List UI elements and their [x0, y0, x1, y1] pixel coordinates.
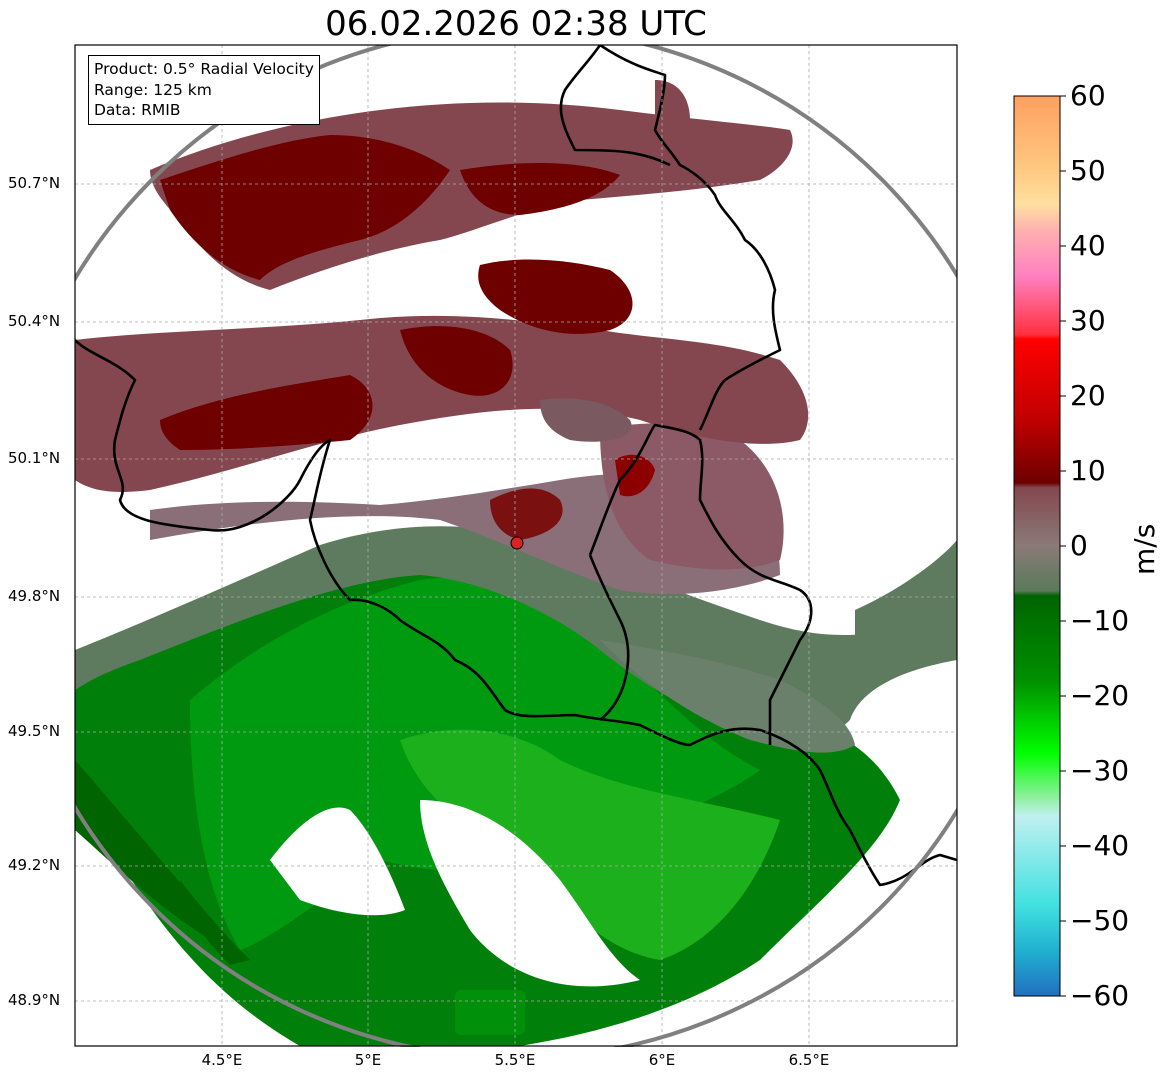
lat-tick-label: 50.4°N	[8, 312, 61, 330]
colorbar-tick-label: −10	[1070, 604, 1130, 637]
lon-tick-label: 4.5°E	[201, 1051, 243, 1069]
colorbar	[1013, 95, 1061, 997]
product-label: Product: 0.5° Radial Velocity	[94, 60, 314, 78]
map-title: 06.02.2026 02:38 UTC	[325, 4, 707, 44]
graticule	[75, 45, 957, 1046]
colorbar-tick-label: 30	[1070, 304, 1106, 337]
colorbar-tick-label: −50	[1070, 904, 1130, 937]
map-frame	[74, 44, 958, 1047]
lat-tick-label: 48.9°N	[8, 991, 61, 1009]
colorbar-tick-label: 0	[1070, 529, 1088, 562]
lon-tick-label: 6.5°E	[788, 1051, 830, 1069]
colorbar-tick-label: −40	[1070, 829, 1130, 862]
colorbar-tick-label: 20	[1070, 379, 1106, 412]
colorbar-tick-label: 60	[1070, 79, 1106, 112]
colorbar-tick-label: −60	[1070, 979, 1130, 1012]
colorbar-unit-label: m/s	[1128, 523, 1161, 575]
data-source-label: Data: RMIB	[94, 101, 181, 119]
range-label: Range: 125 km	[94, 80, 212, 99]
colorbar-tick-label: 10	[1070, 454, 1106, 487]
colorbar-ticks	[1060, 95, 1066, 997]
colorbar-tick-label: 40	[1070, 229, 1106, 262]
lat-tick-label: 50.1°N	[8, 449, 61, 467]
lon-tick-label: 6°E	[648, 1051, 676, 1069]
lat-tick-label: 49.5°N	[8, 722, 61, 740]
colorbar-tick-label: −20	[1070, 679, 1130, 712]
lat-tick-label: 50.7°N	[8, 174, 61, 192]
country-border	[75, 45, 957, 887]
colorbar-tick-label: 50	[1070, 154, 1106, 187]
lon-tick-label: 5.5°E	[494, 1051, 536, 1069]
product-info-box: Product: 0.5° Radial Velocity Range: 125…	[88, 55, 320, 125]
velocity-field	[75, 45, 957, 1047]
lat-tick-label: 49.2°N	[8, 856, 61, 874]
radar-site-marker[interactable]	[510, 536, 524, 550]
lon-tick-label: 5°E	[354, 1051, 382, 1069]
lat-tick-label: 49.8°N	[8, 587, 61, 605]
colorbar-tick-label: −30	[1070, 754, 1130, 787]
